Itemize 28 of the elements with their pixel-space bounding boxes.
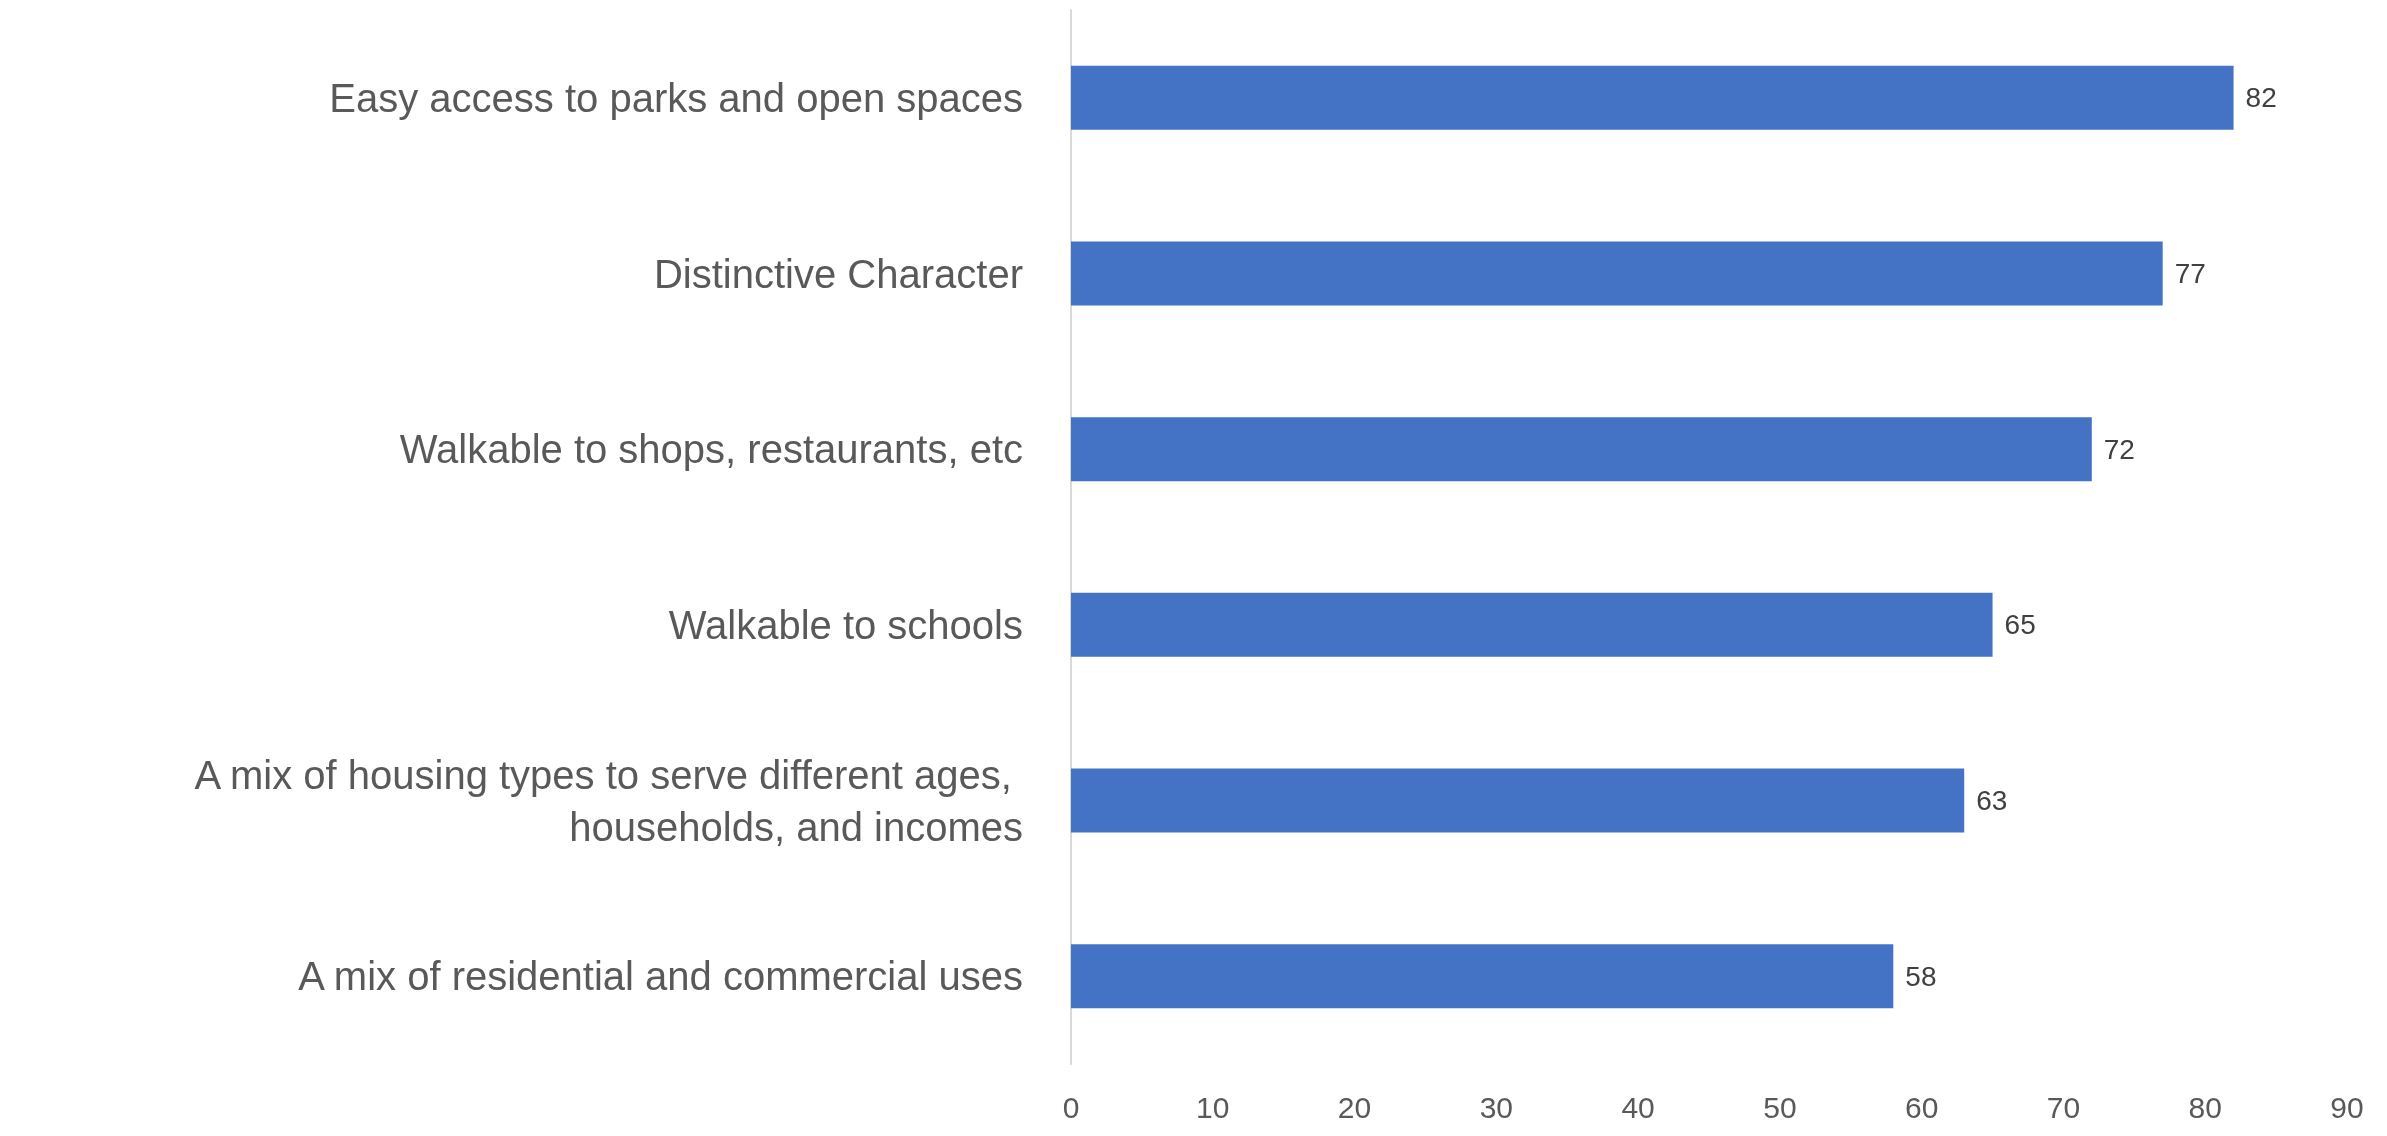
x-tick-label: 20: [1337, 1090, 1372, 1124]
x-tick-label: 70: [2046, 1090, 2081, 1124]
x-tick-label: 10: [1196, 1090, 1230, 1124]
data-label: 77: [2174, 258, 2206, 289]
bar: [1071, 417, 2092, 482]
x-tick-label: 30: [1479, 1090, 1514, 1124]
bar: [1071, 65, 2234, 130]
y-tick-label: Distinctive Character: [653, 251, 1023, 296]
data-label: 72: [2103, 433, 2135, 465]
data-label: 58: [1905, 960, 1937, 992]
y-tick-label: Easy access to parks and open spaces: [329, 75, 1023, 120]
y-tick-label: Walkable to schools: [668, 602, 1023, 647]
y-tick-label: A mix of housing types to serve different ages, households, and incomes: [194, 752, 1023, 849]
x-tick-label: 50: [1763, 1090, 1797, 1124]
bar: [1071, 592, 1993, 657]
x-tick-label: 40: [1621, 1090, 1655, 1124]
bar: [1071, 241, 2163, 306]
x-tick-label: 0: [1062, 1090, 1080, 1124]
x-tick-label: 80: [2188, 1090, 2222, 1124]
data-label: 82: [2245, 82, 2277, 114]
y-tick-label: A mix of residential and commercial uses: [298, 954, 1023, 999]
data-label: 65: [2004, 609, 2036, 641]
bar: [1071, 768, 1965, 833]
data-label: 63: [1976, 785, 2008, 816]
bar: [1071, 944, 1894, 1009]
y-tick-label: Walkable to shops, restaurants, etc: [399, 427, 1023, 472]
x-tick-label: 60: [1904, 1090, 1939, 1124]
x-tick-label: 90: [2330, 1090, 2364, 1124]
